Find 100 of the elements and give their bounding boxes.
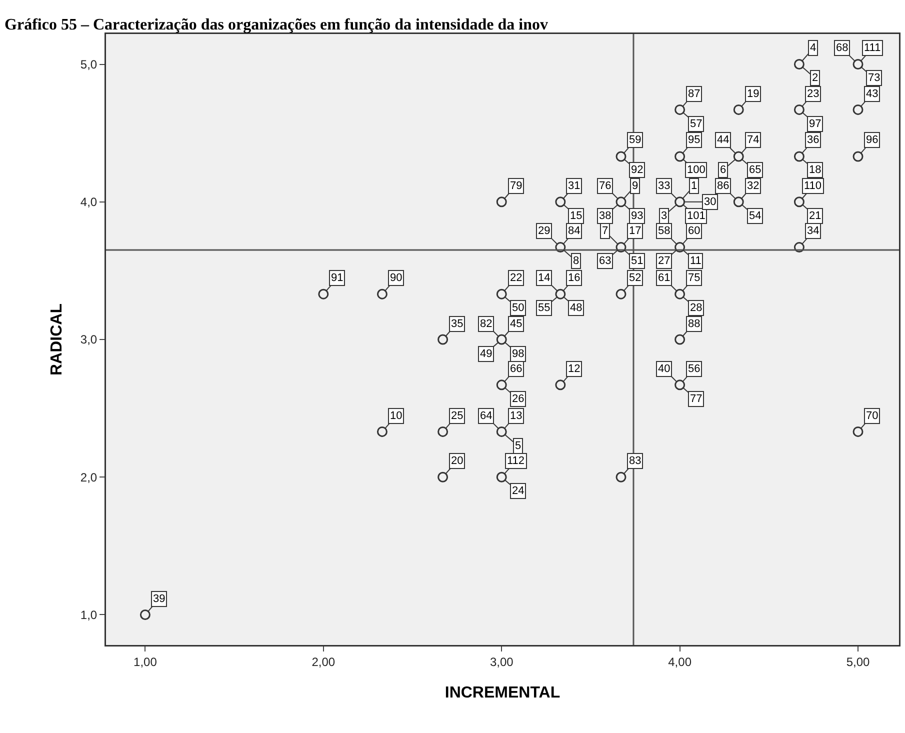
annotation: 76 <box>599 180 612 192</box>
annotation: 32 <box>747 180 760 192</box>
point <box>674 242 686 253</box>
annotation: 10 <box>390 410 402 422</box>
point <box>616 472 626 482</box>
point <box>376 426 388 437</box>
annotation: 22 <box>510 272 522 284</box>
annotation: 61 <box>658 272 670 284</box>
annotation: 110 <box>804 180 822 192</box>
point <box>674 288 686 300</box>
annotation: 90 <box>390 272 402 284</box>
point <box>318 288 329 300</box>
annotation: 98 <box>512 348 524 360</box>
annotation: 48 <box>570 302 582 314</box>
point <box>733 196 744 208</box>
annotation: 8 <box>573 255 580 267</box>
annotation: 64 <box>480 410 492 422</box>
point <box>438 426 448 437</box>
annotation: 60 <box>688 225 700 237</box>
annotation: 77 <box>690 393 702 405</box>
point <box>794 59 804 70</box>
annotation: 33 <box>658 180 670 192</box>
annotation: 79 <box>510 180 522 192</box>
annotation: 84 <box>568 225 580 237</box>
annotation: 82 <box>480 318 492 330</box>
annotation: 36 <box>807 134 820 146</box>
annotation: 97 <box>809 118 822 130</box>
annotation: 50 <box>512 302 524 314</box>
point <box>616 196 626 208</box>
annotation: 112 <box>507 455 525 467</box>
annotation: 7 <box>602 225 608 237</box>
point <box>496 380 507 390</box>
annotation: 13 <box>510 410 522 422</box>
x-tick-label: 4,00 <box>668 654 692 669</box>
point <box>852 59 864 70</box>
annotation: 30 <box>704 196 716 208</box>
annotation: 56 <box>688 363 700 375</box>
point <box>616 242 626 253</box>
annotation: 11 <box>690 255 702 267</box>
annotation: 9 <box>632 180 638 192</box>
annotation: 35 <box>451 318 464 330</box>
annotation: 25 <box>451 410 464 422</box>
annotation: 16 <box>568 272 580 284</box>
annotation: 58 <box>658 225 670 237</box>
annotation: 2 <box>812 72 818 84</box>
point <box>616 151 626 162</box>
point <box>852 426 864 437</box>
y-tick-label: 2,0 <box>80 470 98 484</box>
annotation: 73 <box>868 72 880 84</box>
point <box>496 288 507 300</box>
point <box>674 334 686 345</box>
point <box>794 242 804 253</box>
annotation: 101 <box>687 210 706 222</box>
annotation: 38 <box>599 210 612 222</box>
annotation: 52 <box>629 272 642 284</box>
annotation: 39 <box>153 593 166 605</box>
annotation: 34 <box>807 225 820 237</box>
annotation: 92 <box>631 164 644 176</box>
y-tick-label: 4,0 <box>80 195 98 210</box>
annotation: 20 <box>451 455 464 467</box>
annotation: 31 <box>568 180 580 192</box>
annotation: 59 <box>629 134 642 146</box>
annotation: 55 <box>538 302 550 314</box>
annotation: 83 <box>629 455 642 467</box>
annotation: 15 <box>570 210 582 222</box>
annotation: 43 <box>866 88 878 100</box>
point <box>555 288 566 300</box>
annotation: 96 <box>866 134 878 146</box>
annotation: 87 <box>688 88 700 100</box>
point <box>496 426 507 437</box>
annotation: 54 <box>749 210 762 222</box>
annotation: 63 <box>599 255 612 267</box>
y-tick-label: 3,0 <box>80 332 98 347</box>
point <box>555 196 566 208</box>
annotation: 28 <box>690 302 702 314</box>
annotation: 3 <box>661 210 668 222</box>
y-tick-label: 1,0 <box>80 608 98 622</box>
annotation: 23 <box>807 88 820 100</box>
point <box>616 288 626 300</box>
point <box>555 242 566 253</box>
annotation: 26 <box>512 393 524 405</box>
point <box>674 151 686 162</box>
point <box>852 104 864 115</box>
point <box>438 334 448 345</box>
annotation: 4 <box>810 42 816 54</box>
annotation: 91 <box>331 272 344 284</box>
annotation: 100 <box>687 164 706 176</box>
annotation: 27 <box>658 255 670 267</box>
annotation: 12 <box>568 363 580 375</box>
annotation: 51 <box>631 255 644 267</box>
x-tick-label: 5,00 <box>846 654 870 669</box>
point <box>733 104 744 115</box>
annotation: 68 <box>836 42 848 54</box>
annotation: 93 <box>631 210 644 222</box>
annotation: 49 <box>480 348 492 360</box>
point <box>376 288 388 300</box>
annotation: 70 <box>866 410 878 422</box>
x-axis-title: INCREMENTAL <box>444 684 560 702</box>
annotation: 24 <box>512 485 524 497</box>
point <box>794 196 804 208</box>
